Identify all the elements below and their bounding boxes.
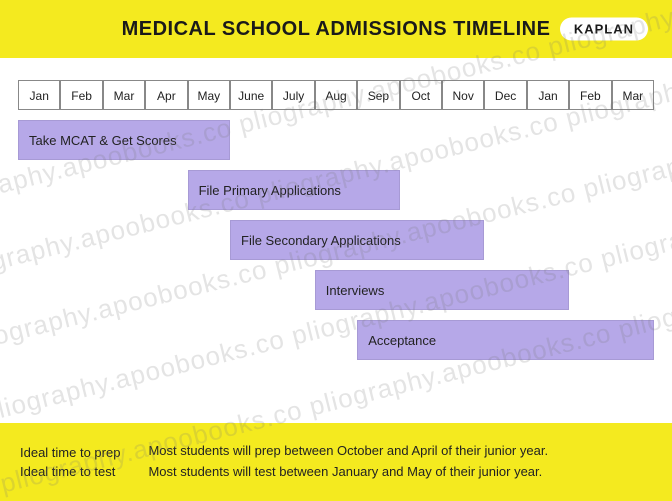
gantt-bar: File Primary Applications [188, 170, 400, 210]
gantt-bar: Interviews [315, 270, 569, 310]
month-cell: Dec [484, 80, 526, 110]
month-cell: Sep [357, 80, 399, 110]
gantt-bar: Take MCAT & Get Scores [18, 120, 230, 160]
month-cell: Nov [442, 80, 484, 110]
timeline-chart: JanFebMarAprMayJuneJulyAugSepOctNovDecJa… [18, 80, 654, 390]
month-cell: Jan [18, 80, 60, 110]
test-window-text: Most students will test between January … [148, 462, 548, 483]
header-bar: MEDICAL SCHOOL ADMISSIONS TIMELINE KAPLA… [0, 0, 672, 58]
gantt-bars-area: Take MCAT & Get Scores File Primary Appli… [18, 110, 654, 390]
month-cell: Apr [145, 80, 187, 110]
footer-bar: Ideal time to prep Ideal time to test Mo… [0, 423, 672, 501]
month-cell: Jan [527, 80, 569, 110]
gantt-bar: Acceptance [357, 320, 654, 360]
month-cell: Aug [315, 80, 357, 110]
gantt-bar: File Secondary Applications [230, 220, 484, 260]
page-title: MEDICAL SCHOOL ADMISSIONS TIMELINE [122, 18, 551, 41]
month-cell: Feb [569, 80, 611, 110]
ideal-test-label: Ideal time to test [20, 462, 120, 482]
footer-right-text: Most students will prep between October … [148, 441, 548, 483]
months-row: JanFebMarAprMayJuneJulyAugSepOctNovDecJa… [18, 80, 654, 110]
month-cell: Mar [612, 80, 654, 110]
month-cell: Oct [400, 80, 442, 110]
month-cell: Mar [103, 80, 145, 110]
footer-left-labels: Ideal time to prep Ideal time to test [20, 443, 120, 482]
kaplan-logo: KAPLAN [560, 18, 648, 41]
month-cell: July [272, 80, 314, 110]
ideal-prep-label: Ideal time to prep [20, 443, 120, 463]
prep-window-text: Most students will prep between October … [148, 441, 548, 462]
month-cell: May [188, 80, 230, 110]
month-cell: June [230, 80, 272, 110]
month-cell: Feb [60, 80, 102, 110]
